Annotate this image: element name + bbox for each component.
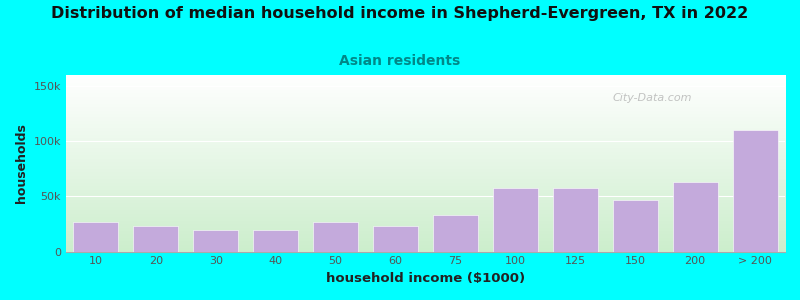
Bar: [493, 188, 538, 252]
Bar: [673, 182, 718, 252]
Bar: [733, 130, 778, 252]
Bar: [373, 226, 418, 252]
X-axis label: household income ($1000): household income ($1000): [326, 272, 525, 285]
Bar: [433, 215, 478, 252]
Bar: [553, 188, 598, 252]
Bar: [313, 222, 358, 252]
Text: City-Data.com: City-Data.com: [613, 93, 692, 103]
Bar: [134, 226, 178, 252]
Bar: [194, 230, 238, 252]
Text: Distribution of median household income in Shepherd-Evergreen, TX in 2022: Distribution of median household income …: [51, 6, 749, 21]
Y-axis label: households: households: [15, 123, 28, 203]
Bar: [253, 230, 298, 252]
Text: Asian residents: Asian residents: [339, 54, 461, 68]
Bar: [613, 200, 658, 252]
Bar: [74, 222, 118, 252]
